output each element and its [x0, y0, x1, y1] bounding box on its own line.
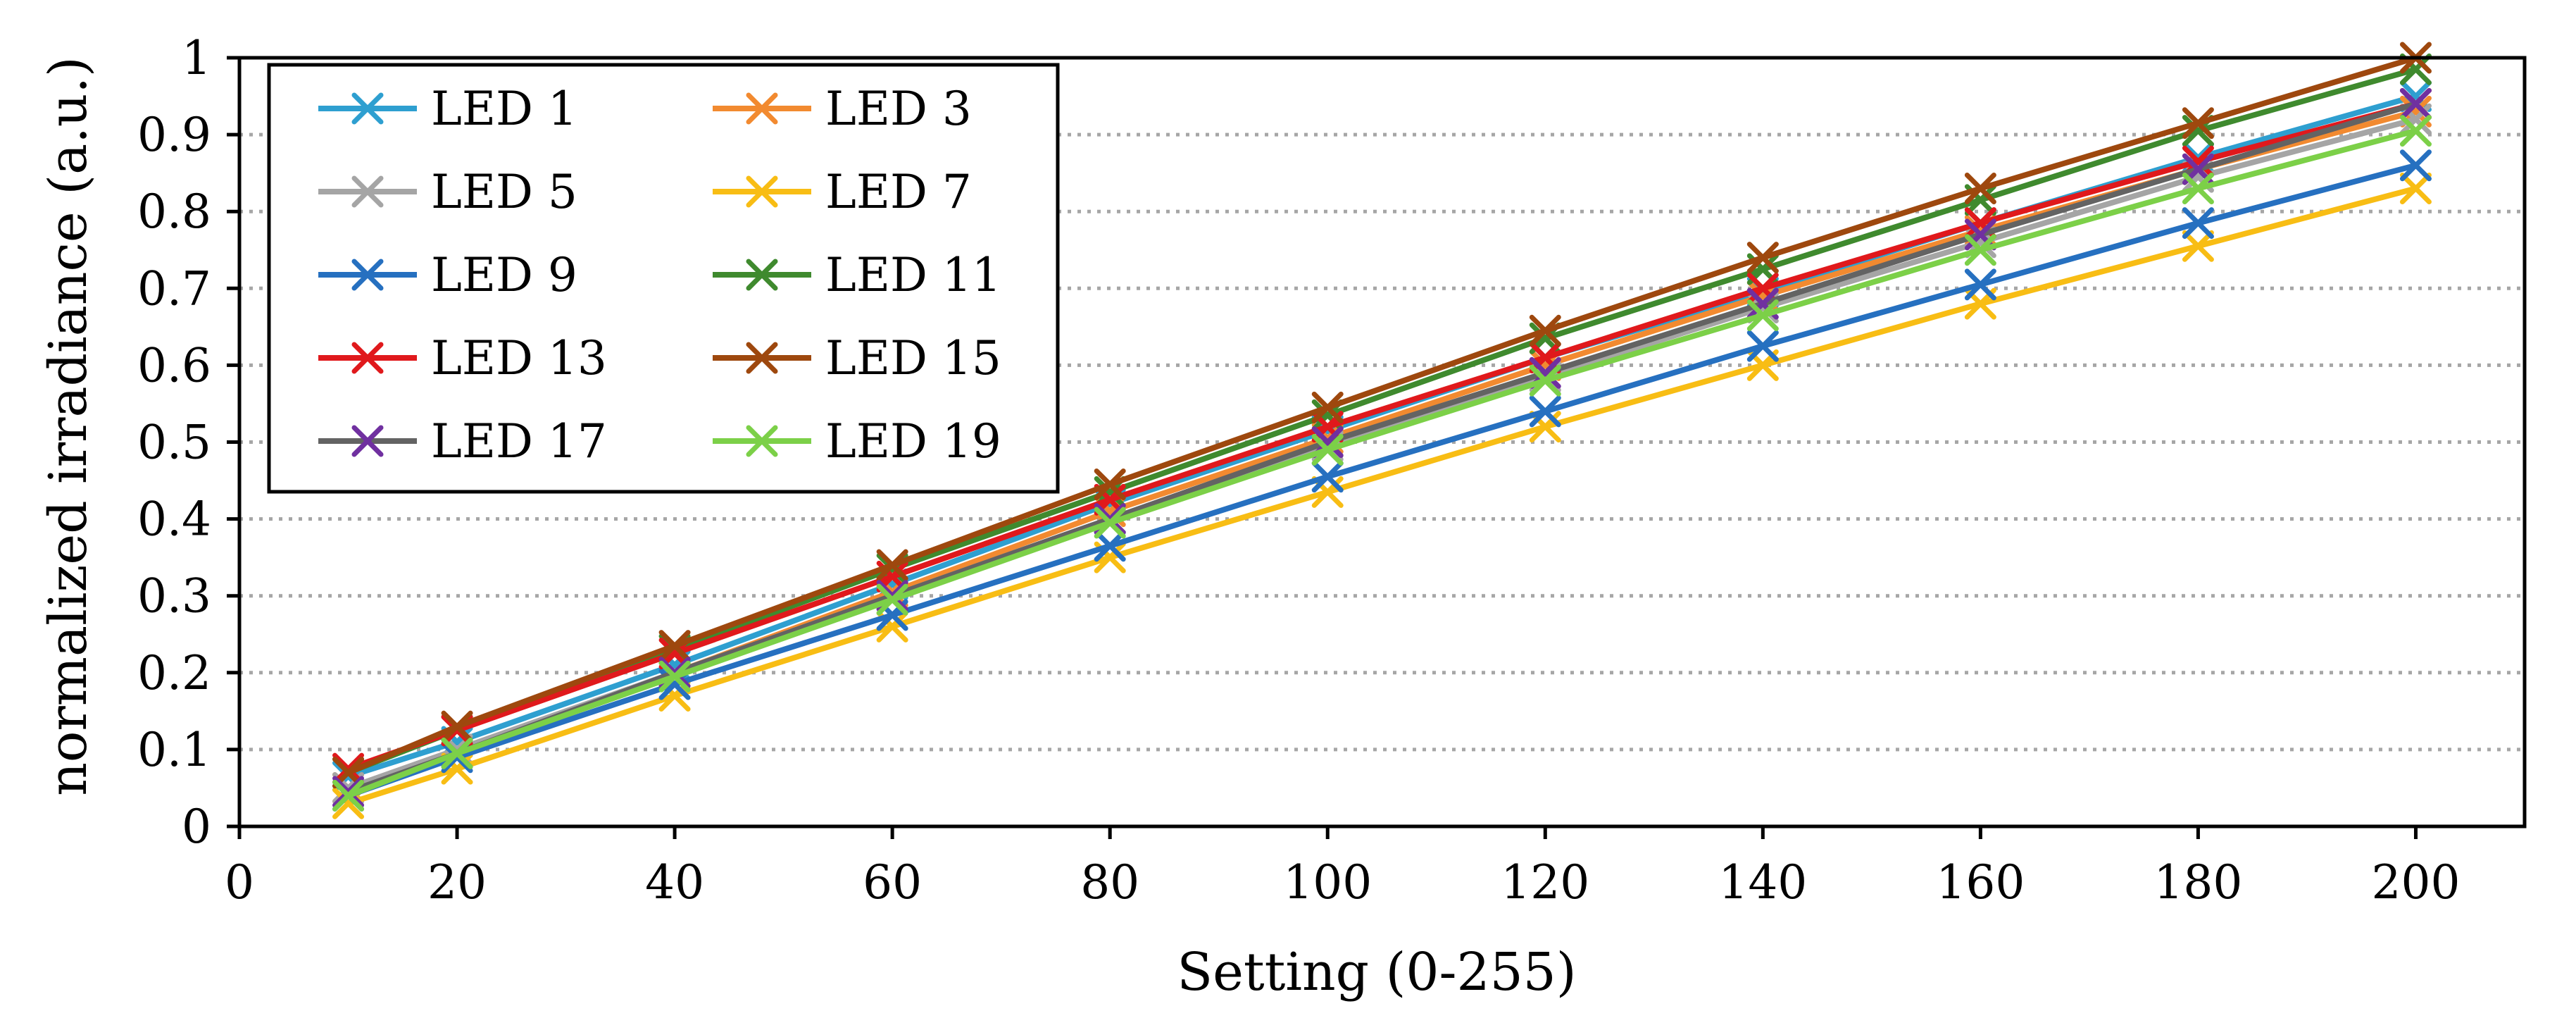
data-point-marker	[332, 779, 365, 812]
legend-label: LED 11	[825, 248, 1001, 302]
y-tick-label: 0.5	[137, 416, 211, 470]
legend-label: LED 15	[825, 331, 1001, 385]
y-tick-label: 0.4	[137, 492, 211, 547]
legend-item: LED 1	[318, 82, 577, 136]
data-point-marker	[658, 660, 691, 693]
data-point-marker	[658, 630, 691, 662]
legend-label: LED 3	[825, 82, 972, 136]
data-point-marker	[2399, 149, 2432, 182]
data-point-marker	[1311, 391, 1344, 423]
y-tick-label: 0	[182, 800, 211, 854]
y-tick-label: 0.8	[137, 185, 211, 239]
legend-item: LED 17	[318, 414, 607, 469]
legend-swatch-marker	[746, 425, 778, 457]
x-tick-label: 200	[2371, 855, 2460, 910]
legend-label: LED 7	[825, 165, 972, 219]
x-axis-title: Setting (0-255)	[1177, 942, 1576, 1003]
data-point-marker	[876, 549, 908, 581]
legend-swatch-marker	[351, 342, 384, 374]
tick-labels-layer: 0 20 40 60 80 100 120 140 160 180 200 0 0.1 0.2 0.3 0.4…	[137, 31, 2460, 910]
data-point-marker	[441, 710, 473, 743]
legend-swatch-marker	[746, 342, 778, 374]
legend-label: LED 17	[431, 414, 607, 469]
legend-swatch-marker	[746, 92, 778, 125]
data-point-marker	[332, 752, 365, 785]
data-point-marker	[2399, 172, 2432, 204]
legend-item: LED 3	[713, 82, 972, 136]
series-led-19	[332, 115, 2432, 812]
legend-label: LED 9	[431, 248, 577, 302]
x-tick-label: 40	[645, 855, 704, 910]
x-tick-label: 140	[1718, 855, 1807, 910]
legend-item: LED 7	[713, 165, 972, 219]
data-point-marker	[1746, 242, 1779, 274]
data-point-marker	[441, 737, 473, 769]
data-point-marker	[332, 776, 365, 808]
axes-layer	[227, 56, 2527, 839]
data-point-marker	[1094, 469, 1126, 501]
x-tick-label: 120	[1501, 855, 1589, 910]
x-tick-label: 60	[863, 855, 922, 910]
legend-label: LED 5	[431, 165, 577, 219]
series-led-9	[332, 149, 2432, 812]
data-point-marker	[2182, 207, 2214, 240]
data-point-marker	[2182, 107, 2214, 139]
legend-swatch-marker	[351, 175, 384, 208]
legend-swatch-marker	[351, 425, 384, 457]
legend-item: LED 13	[318, 331, 607, 385]
data-point-marker	[1094, 507, 1126, 539]
data-point-marker	[1529, 364, 1561, 397]
legend-item: LED 9	[318, 248, 577, 302]
x-tick-label: 20	[427, 855, 487, 910]
y-tick-label: 0.1	[137, 723, 211, 777]
data-point-marker	[1964, 268, 1996, 301]
x-tick-label: 160	[1936, 855, 2025, 910]
data-point-marker	[1746, 330, 1779, 362]
x-tick-label: 100	[1283, 855, 1372, 910]
y-tick-label: 0.2	[137, 646, 211, 700]
legend-swatch-marker	[351, 92, 384, 125]
y-tick-label: 1	[182, 31, 211, 85]
y-tick-label: 0.3	[137, 569, 211, 623]
data-point-marker	[1094, 530, 1126, 562]
y-axis-title: normalized irradiance (a.u.)	[38, 56, 99, 796]
grid-layer	[239, 132, 2525, 752]
data-point-marker	[1964, 234, 1996, 266]
y-tick-label: 0.6	[137, 338, 211, 392]
series-layer	[332, 42, 2432, 819]
legend-item: LED 19	[713, 414, 1001, 469]
y-tick-label: 0.9	[137, 108, 211, 162]
data-point-marker	[1964, 172, 1996, 204]
legend-item: LED 11	[713, 248, 1001, 302]
legend-item: LED 5	[318, 165, 577, 219]
data-point-marker	[2399, 87, 2432, 120]
legend: LED 1 LED 3 LED 5 LED 7 LED 9 LED 11 LED 13 LED…	[267, 63, 1060, 494]
x-tick-label: 0	[225, 855, 254, 910]
data-point-marker	[1746, 299, 1779, 331]
legend-swatch-marker	[746, 175, 778, 208]
data-point-marker	[1529, 314, 1561, 347]
legend-label: LED 1	[431, 82, 577, 136]
data-point-marker	[1311, 433, 1344, 466]
data-point-marker	[1311, 461, 1344, 493]
legend-box	[267, 63, 1060, 494]
data-point-marker	[2399, 115, 2432, 147]
x-tick-label: 180	[2153, 855, 2242, 910]
legend-label: LED 19	[825, 414, 1001, 469]
x-tick-label: 80	[1080, 855, 1139, 910]
data-point-marker	[876, 583, 908, 616]
legend-label: LED 13	[431, 331, 607, 385]
data-point-marker	[1529, 395, 1561, 428]
legend-swatch-marker	[746, 259, 778, 291]
legend-item: LED 15	[713, 331, 1001, 385]
data-point-marker	[2182, 230, 2214, 262]
y-tick-label: 0.7	[137, 261, 211, 316]
legend-swatch-marker	[351, 259, 384, 291]
data-point-marker	[2182, 172, 2214, 204]
